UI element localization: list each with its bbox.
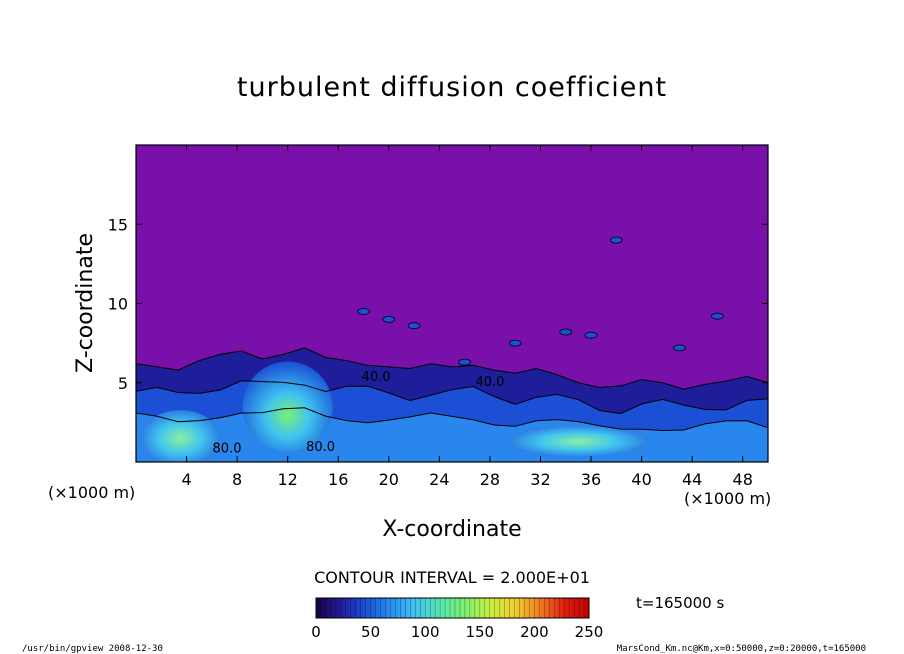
colorbar-tick-label: 200 bbox=[520, 623, 549, 641]
upper-patch bbox=[382, 315, 396, 323]
y-axis-label: Z-coordinate bbox=[73, 233, 98, 373]
contour-label: 80.0 bbox=[306, 440, 335, 455]
field-layer bbox=[136, 236, 768, 462]
upper-patch bbox=[584, 331, 598, 339]
y-tick-label: 5 bbox=[118, 374, 128, 393]
contour-label: 80.0 bbox=[213, 441, 242, 456]
contour-line bbox=[136, 407, 768, 431]
footer-left: /usr/bin/gpview 2008-12-30 bbox=[22, 644, 163, 654]
x-tick-label: 28 bbox=[480, 470, 500, 489]
y-ticks: 5 10 15 bbox=[108, 215, 768, 393]
x-tick-label: 36 bbox=[581, 470, 601, 489]
eddy-right bbox=[508, 425, 649, 458]
x-tick-label: 48 bbox=[733, 470, 753, 489]
x-tick-label: 20 bbox=[379, 470, 399, 489]
upper-patch bbox=[508, 339, 522, 347]
upper-patch bbox=[609, 236, 623, 244]
colorbar-stripes bbox=[315, 598, 590, 618]
x-tick-label: 32 bbox=[530, 470, 550, 489]
upper-patch bbox=[711, 312, 724, 320]
contour-line bbox=[136, 380, 768, 415]
contour-labels: 40.0 40.0 80.0 80.0 bbox=[213, 370, 505, 456]
colorbar-tick-label: 150 bbox=[465, 623, 494, 641]
contour-line bbox=[136, 347, 768, 390]
upper-patch bbox=[407, 322, 421, 330]
x-tick-label: 16 bbox=[328, 470, 348, 489]
x-ticks: 4 8 12 16 20 24 28 32 36 40 44 48 bbox=[181, 145, 753, 489]
time-label: t=165000 s bbox=[636, 594, 724, 612]
x-tick-label: 44 bbox=[682, 470, 702, 489]
contour-label: 40.0 bbox=[475, 375, 504, 390]
plot-area: 40.0 40.080.0 80.0 4 8 12 16 20 24 28 32 36 40 44 48 … bbox=[108, 144, 769, 489]
eddy-center bbox=[242, 361, 333, 452]
x-tick-label: 24 bbox=[429, 470, 449, 489]
colorbar-tick-label: 50 bbox=[361, 623, 380, 641]
colorbar-rect bbox=[315, 597, 590, 619]
x-tick-label: 12 bbox=[278, 470, 298, 489]
upper-patch bbox=[458, 358, 472, 366]
x-unit-right: (×1000 m) bbox=[684, 489, 771, 508]
colorbar-ticks: 0 50 100 150 200 250 bbox=[311, 623, 603, 641]
chart-title: turbulent diffusion coefficient bbox=[236, 72, 668, 103]
x-axis-label: X-coordinate bbox=[382, 517, 521, 542]
footer-right: MarsCond_Km.nc@Km,x=0:50000,z=0:20000,t=… bbox=[617, 644, 866, 654]
contour-label: 40.0 bbox=[362, 370, 391, 385]
upper-patch bbox=[559, 328, 573, 336]
colorbar-tick-label: 250 bbox=[575, 623, 604, 641]
colorbar-tick-label: 100 bbox=[411, 623, 440, 641]
colorbar-tick-label: 0 bbox=[311, 623, 321, 641]
x-unit-left: (×1000 m) bbox=[48, 483, 135, 502]
contour-interval: CONTOUR INTERVAL = 2.000E+01 bbox=[314, 568, 590, 587]
eddy-left bbox=[140, 410, 221, 462]
x-tick-label: 4 bbox=[181, 470, 191, 489]
x-tick-label: 40 bbox=[631, 470, 651, 489]
y-tick-label: 15 bbox=[108, 215, 128, 234]
upper-patch bbox=[357, 308, 370, 315]
upper-patch bbox=[673, 344, 686, 352]
x-tick-label: 8 bbox=[232, 470, 242, 489]
colorbar: 0 50 100 150 200 250 bbox=[311, 597, 603, 641]
y-tick-label: 10 bbox=[108, 295, 128, 314]
